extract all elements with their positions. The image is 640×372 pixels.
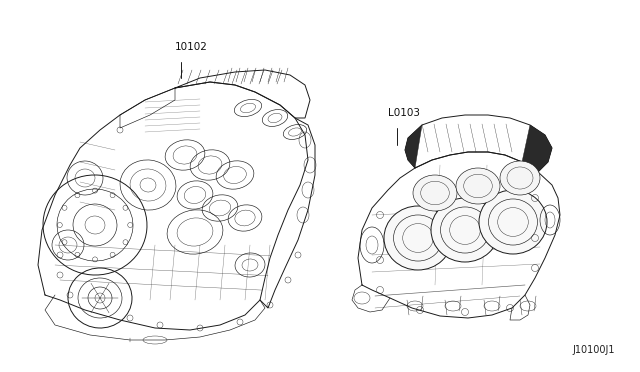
Ellipse shape (456, 168, 500, 204)
Text: 10102: 10102 (175, 42, 208, 52)
Text: L0103: L0103 (388, 108, 420, 118)
Ellipse shape (500, 161, 540, 195)
Polygon shape (522, 125, 552, 172)
Ellipse shape (413, 175, 457, 211)
Text: J10100J1: J10100J1 (573, 345, 615, 355)
Polygon shape (405, 125, 422, 168)
Ellipse shape (384, 206, 452, 270)
Ellipse shape (431, 198, 499, 262)
Ellipse shape (479, 190, 547, 254)
